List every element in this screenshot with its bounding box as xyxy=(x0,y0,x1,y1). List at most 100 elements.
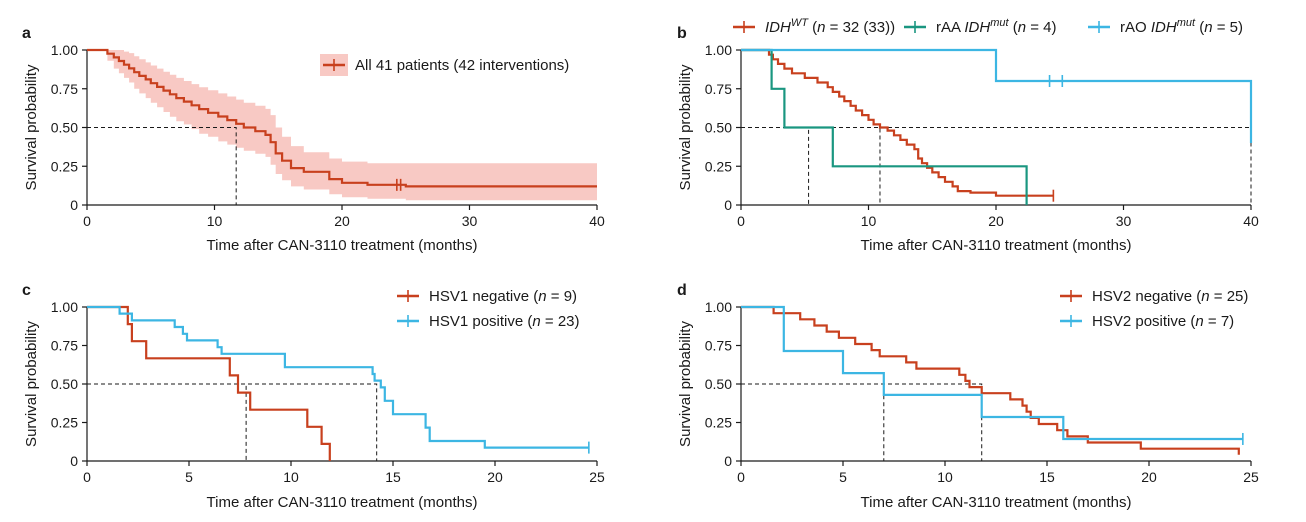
legend-item: HSV2 positive (n = 7) xyxy=(1060,313,1234,330)
x-tick-label: 30 xyxy=(462,213,478,229)
legend-item: IDHWT (n = 32 (33)) xyxy=(733,17,895,36)
y-tick-label: 1.00 xyxy=(51,299,78,315)
y-axis-title: Survival probability xyxy=(23,64,40,190)
legend-label: HSV2 positive (n = 7) xyxy=(1092,313,1234,330)
legend-label-superscript: mut xyxy=(1177,17,1196,29)
legend-label-text: = 4) xyxy=(1026,19,1056,36)
legend-label: HSV2 negative (n = 25) xyxy=(1092,288,1248,305)
x-axis-title: Time after CAN-3110 treatment (months) xyxy=(207,494,478,511)
legend-label-main: HSV1 negative xyxy=(429,288,529,305)
y-tick-label: 0.50 xyxy=(51,376,78,392)
confidence-band xyxy=(87,50,597,201)
x-tick-label: 25 xyxy=(1243,469,1259,485)
legend-label-text: = 9) xyxy=(547,288,577,305)
legend-label-n: n xyxy=(1195,313,1203,330)
x-tick-label: 40 xyxy=(589,213,605,229)
panel-letter: d xyxy=(677,282,687,299)
panel-d: d 0 5 10 15 20 25 0 0.25 0.50 0.75 1.00 Time after C… xyxy=(677,282,1259,511)
x-tick-label: 0 xyxy=(737,213,745,229)
legend-label-n: n xyxy=(1018,19,1026,36)
y-tick-label: 1.00 xyxy=(705,299,732,315)
y-axis-title: Survival probability xyxy=(677,321,694,447)
legend-label-count: (n = 23) xyxy=(523,313,579,330)
legend-label-text: ( xyxy=(1186,313,1195,330)
legend-label-text: ( xyxy=(523,313,532,330)
y-tick-label: 0.25 xyxy=(51,415,78,431)
x-tick-label: 25 xyxy=(589,469,605,485)
median-reference-line xyxy=(741,383,885,461)
y-tick-label: 0 xyxy=(724,197,732,213)
y-tick-label: 0 xyxy=(70,453,78,469)
median-reference-line xyxy=(87,383,247,461)
legend-label-text: = 5) xyxy=(1213,19,1243,36)
x-tick-label: 20 xyxy=(487,469,503,485)
x-tick-label: 10 xyxy=(207,213,223,229)
legend-label-text: = 32 (33)) xyxy=(825,19,895,36)
legend-label-main: IDH xyxy=(765,19,791,36)
median-reference-line xyxy=(87,127,237,205)
survival-curve xyxy=(741,48,1054,197)
legend-label-count: (n = 7) xyxy=(1186,313,1234,330)
x-tick-label: 0 xyxy=(83,213,91,229)
legend-label-count: (n = 25) xyxy=(1192,288,1248,305)
y-tick-label: 0.25 xyxy=(705,415,732,431)
y-tick-label: 1.00 xyxy=(705,42,732,58)
legend-label-main: HSV2 positive xyxy=(1092,313,1186,330)
y-tick-label: 0.25 xyxy=(705,158,732,174)
legend-label-n: n xyxy=(532,313,540,330)
legend-label-count: (n = 4) xyxy=(1009,19,1057,36)
survival-curve xyxy=(87,305,331,461)
x-tick-label: 10 xyxy=(861,213,877,229)
panel-a: a 0 10 20 30 40 0 0.25 0.50 0.75 1.00 Time after CA… xyxy=(22,25,605,254)
legend-label-count: (n = 5) xyxy=(1195,19,1243,36)
median-reference-line xyxy=(741,127,881,205)
legend-item: HSV2 negative (n = 25) xyxy=(1060,288,1248,305)
y-tick-label: 0.25 xyxy=(51,158,78,174)
legend-label-n: n xyxy=(1201,288,1209,305)
legend-label-gene: IDH xyxy=(964,19,990,36)
x-tick-label: 0 xyxy=(83,469,91,485)
panel-c: c 0 5 10 15 20 25 0 0.25 0.50 0.75 1.00 Time after C… xyxy=(22,282,605,511)
legend-label-gene: IDH xyxy=(1151,19,1177,36)
x-tick-label: 15 xyxy=(1039,469,1055,485)
legend-label-text: ( xyxy=(1192,288,1201,305)
legend-label-main: HSV1 positive xyxy=(429,313,523,330)
legend-label-n: n xyxy=(817,19,825,36)
legend-label: All 41 patients (42 interventions) xyxy=(355,57,569,74)
x-tick-label: 20 xyxy=(988,213,1004,229)
legend-item: HSV1 positive (n = 23) xyxy=(397,313,580,330)
x-tick-label: 5 xyxy=(185,469,193,485)
y-tick-label: 1.00 xyxy=(51,42,78,58)
panel-letter: c xyxy=(22,282,31,299)
legend-item: rAO IDHmut (n = 5) xyxy=(1088,17,1243,36)
x-tick-label: 10 xyxy=(283,469,299,485)
legend-label-count: (n = 9) xyxy=(529,288,577,305)
legend-label-text: ( xyxy=(1009,19,1018,36)
legend-label-text: ( xyxy=(529,288,538,305)
survival-curve xyxy=(87,305,589,449)
panel-b: b 0 10 20 30 40 0 0.25 0.50 0.75 1.00 Time after CA… xyxy=(677,17,1259,254)
y-tick-label: 0.75 xyxy=(51,338,78,354)
survival-curve xyxy=(741,48,1253,143)
x-tick-label: 20 xyxy=(1141,469,1157,485)
legend-label-text: = 7) xyxy=(1204,313,1234,330)
legend-label-superscript: WT xyxy=(791,17,809,29)
x-tick-label: 0 xyxy=(737,469,745,485)
panel-letter: b xyxy=(677,25,687,42)
median-reference-line xyxy=(741,127,810,205)
legend-label: rAO IDHmut (n = 5) xyxy=(1120,17,1243,36)
y-tick-label: 0.50 xyxy=(705,376,732,392)
survival-curve xyxy=(87,48,597,188)
x-tick-label: 40 xyxy=(1243,213,1259,229)
legend-label-text: = 25) xyxy=(1210,288,1249,305)
x-tick-label: 30 xyxy=(1116,213,1132,229)
legend-item: rAA IDHmut (n = 4) xyxy=(904,17,1057,36)
legend-label-prefix: rAO xyxy=(1120,19,1151,36)
y-tick-label: 0.50 xyxy=(705,120,732,136)
median-reference-line xyxy=(741,383,983,461)
survival-curve xyxy=(741,48,1028,205)
legend-label-text: ( xyxy=(1195,19,1204,36)
x-axis-title: Time after CAN-3110 treatment (months) xyxy=(861,237,1132,254)
y-axis-title: Survival probability xyxy=(23,321,40,447)
